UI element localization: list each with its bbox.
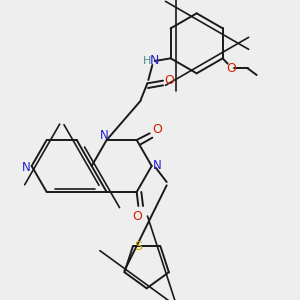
Text: O: O	[226, 62, 236, 75]
Text: O: O	[133, 210, 142, 223]
Text: N: N	[22, 161, 31, 174]
Text: N: N	[100, 129, 108, 142]
Text: N: N	[149, 54, 159, 67]
Text: N: N	[153, 159, 161, 172]
Text: H: H	[142, 56, 151, 66]
Text: O: O	[153, 124, 163, 136]
Text: O: O	[164, 74, 174, 87]
Text: S: S	[134, 240, 142, 253]
